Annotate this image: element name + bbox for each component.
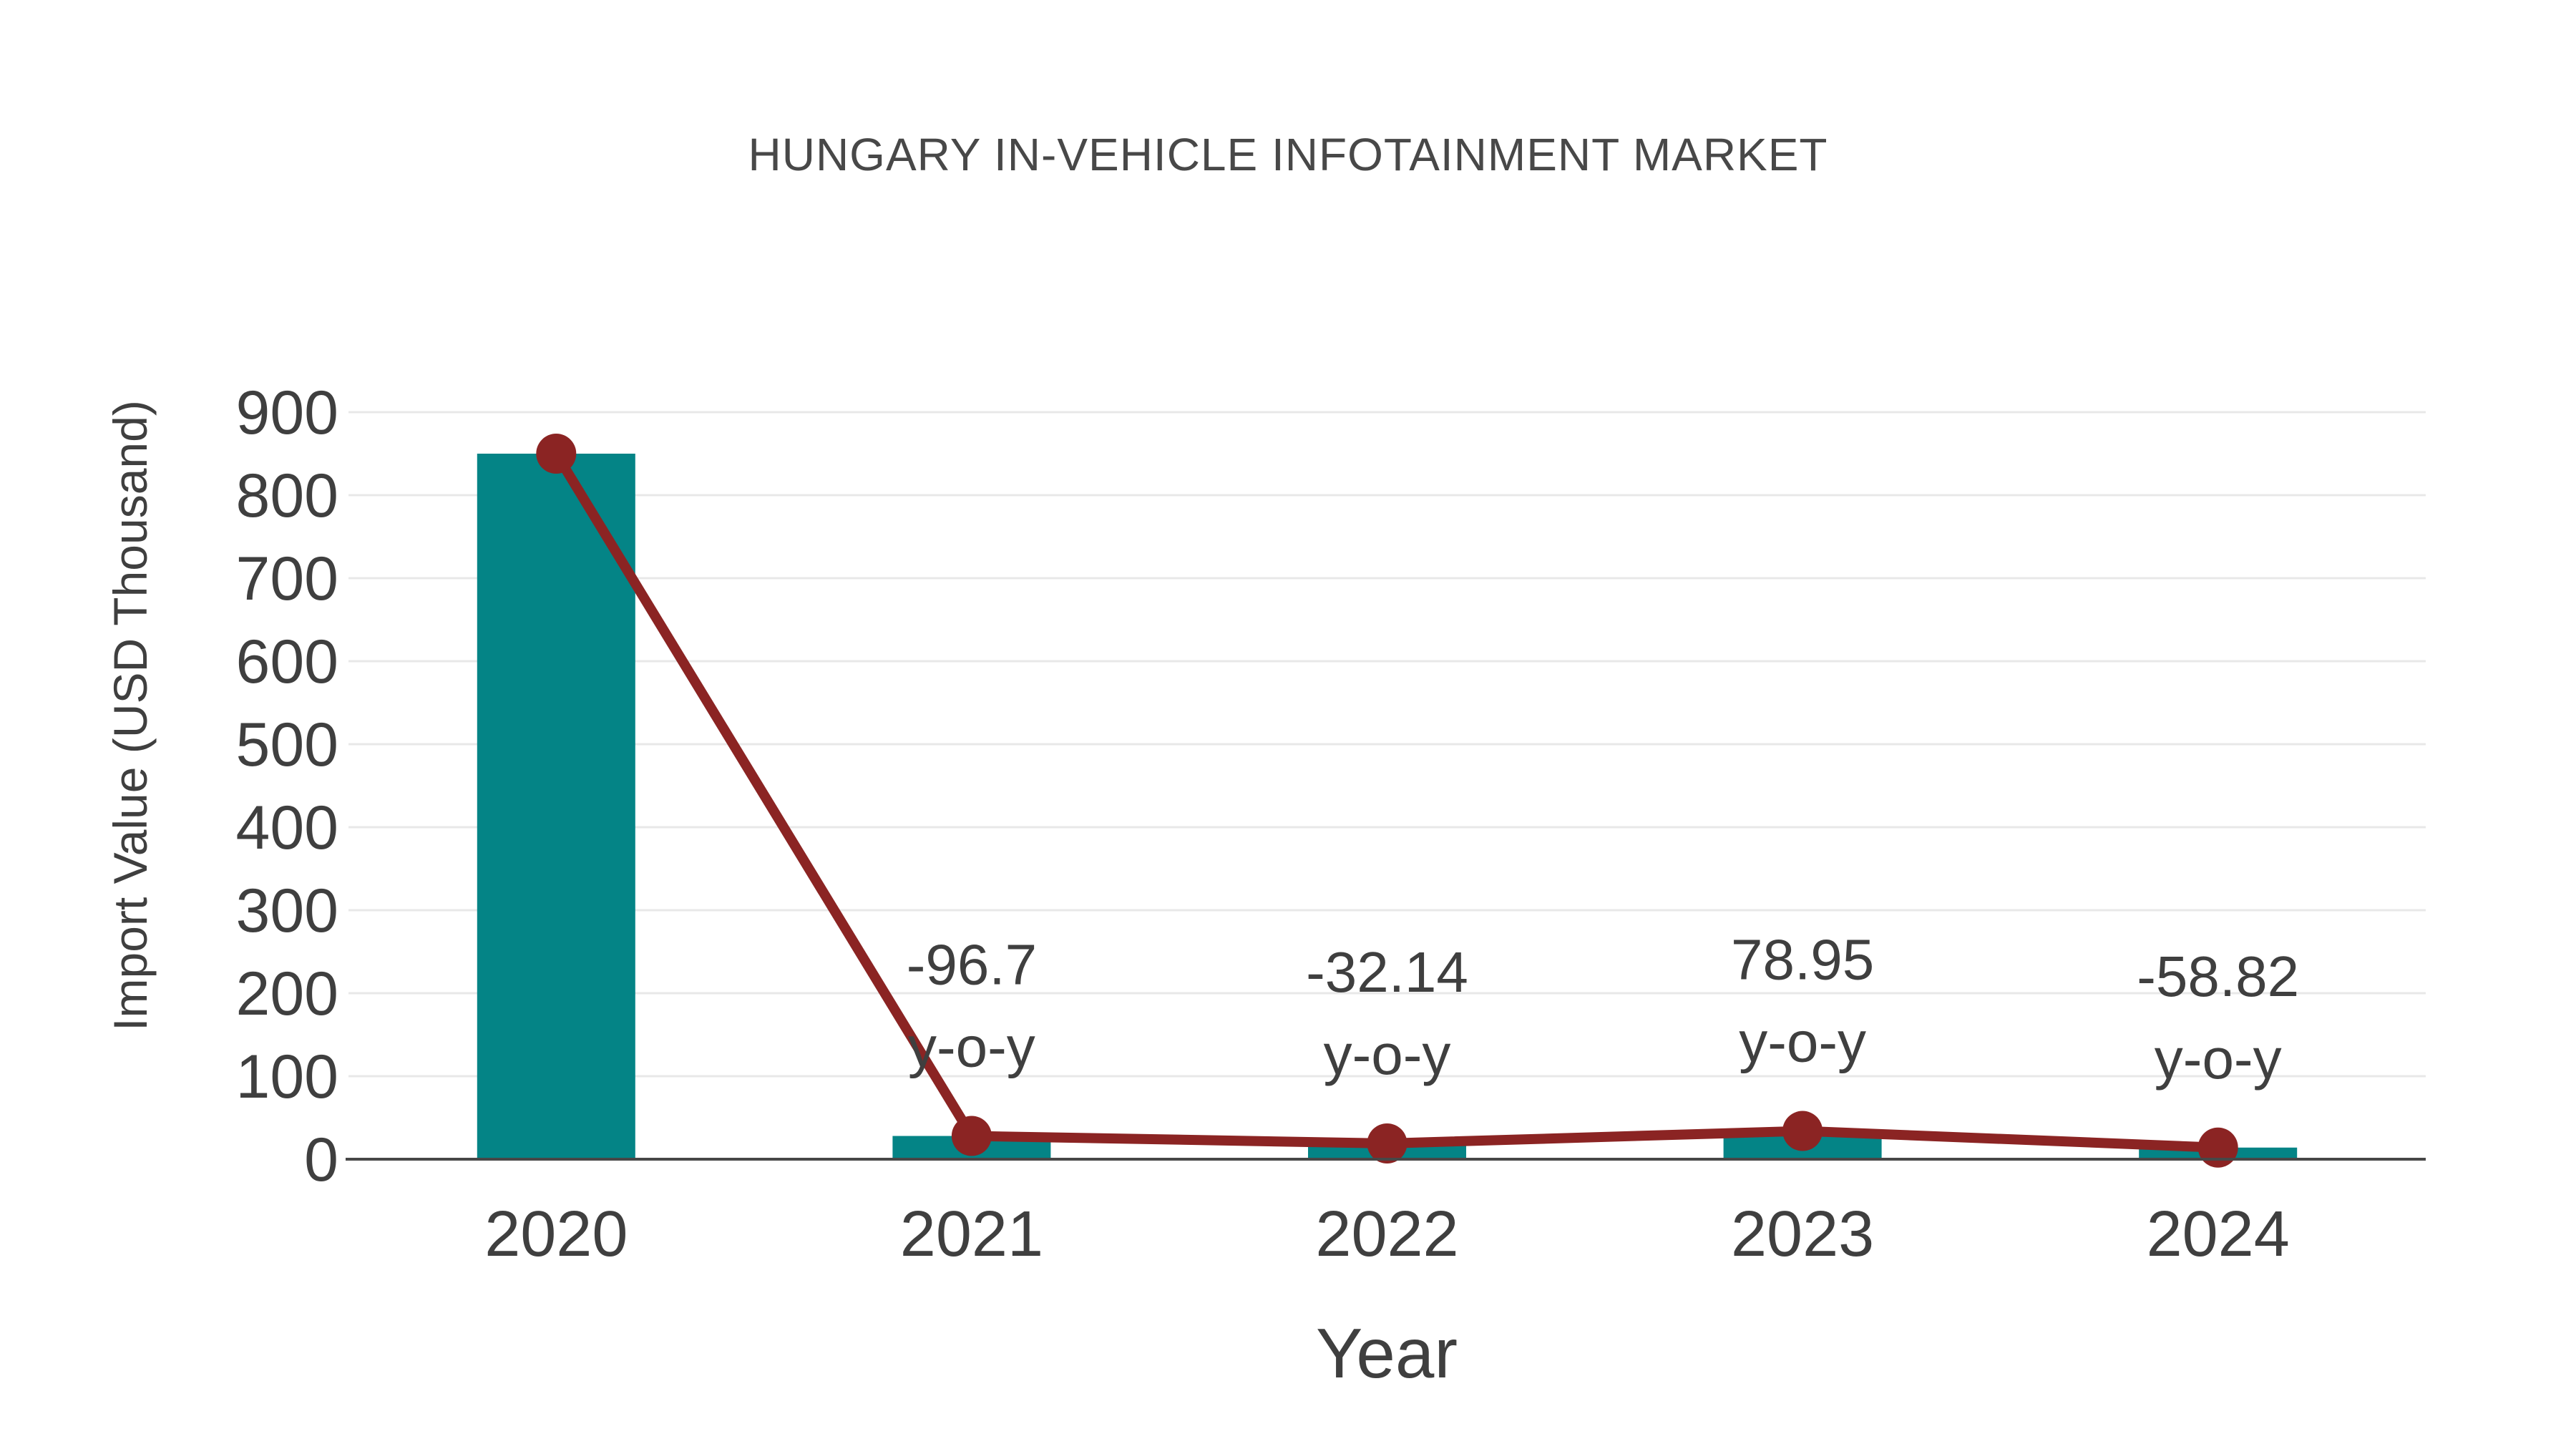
line-marker-2022 [1367,1123,1407,1163]
y-tick-label-900: 900 [236,379,339,447]
y-tick-label-800: 800 [236,462,339,530]
y-tick-label-500: 500 [236,711,339,779]
x-tick-label-2024: 2024 [2147,1199,2290,1270]
annotation-value-2021: -96.7 [907,933,1037,997]
line-marker-2021 [951,1116,992,1156]
annotation-suffix-2024: y-o-y [2155,1027,2282,1091]
y-tick-label-400: 400 [236,794,339,862]
y-axis-tick-labels: 0 100 200 300 400 500 600 700 800 900 [236,379,339,1194]
gridlines [348,411,2426,1078]
annotation-suffix-2023: y-o-y [1739,1010,1866,1074]
line-series [536,434,2238,1168]
chart-title: HUNGARY IN-VEHICLE INFOTAINMENT MARKET [748,129,1828,180]
line-marker-2020 [536,434,577,474]
annotation-suffix-2022: y-o-y [1324,1023,1451,1086]
x-tick-label-2020: 2020 [484,1199,628,1270]
x-axis-title: Year [1316,1314,1458,1392]
annotation-suffix-2021: y-o-y [908,1015,1035,1079]
x-tick-label-2021: 2021 [900,1199,1043,1270]
y-tick-label-0: 0 [304,1126,338,1194]
y-tick-label-200: 200 [236,960,339,1028]
y-tick-label-300: 300 [236,877,339,945]
yoy-annotations: -96.7 y-o-y -32.14 y-o-y 78.95 y-o-y -58.82 y-o… [907,928,2299,1091]
x-axis-tick-labels: 2020 2021 2022 2023 2024 [484,1199,2290,1270]
y-axis-title: Import Value (USD Thousand) [104,400,157,1031]
y-tick-label-700: 700 [236,545,339,613]
y-tick-label-100: 100 [236,1043,339,1111]
x-tick-label-2022: 2022 [1315,1199,1458,1270]
line-marker-2023 [1782,1111,1823,1151]
annotation-value-2023: 78.95 [1731,928,1874,992]
annotation-value-2022: -32.14 [1306,940,1468,1004]
line-marker-2024 [2197,1127,2238,1168]
bar-2020 [477,454,635,1159]
x-tick-label-2023: 2023 [1731,1199,1874,1270]
annotation-value-2024: -58.82 [2137,945,2299,1008]
y-tick-label-600: 600 [236,628,339,696]
